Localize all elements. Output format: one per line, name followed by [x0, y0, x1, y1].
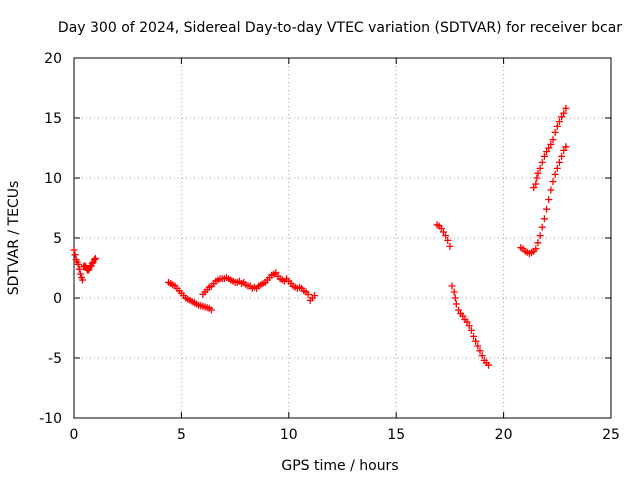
data-point	[560, 109, 568, 117]
data-point	[81, 262, 89, 270]
data-point	[450, 288, 458, 296]
data-point	[543, 205, 551, 213]
data-point	[71, 251, 79, 259]
data-point	[555, 118, 563, 126]
data-points	[70, 104, 570, 369]
data-point	[304, 290, 312, 298]
y-axis-label: SDTVAR / TECUs	[6, 181, 22, 296]
y-tick-label: 15	[44, 111, 62, 127]
data-point	[532, 180, 540, 188]
plot-frame	[73, 57, 612, 419]
data-point	[442, 232, 450, 240]
data-point	[553, 164, 561, 172]
data-point	[558, 113, 566, 121]
data-point	[560, 146, 568, 154]
data-point	[452, 300, 460, 308]
data-point	[533, 174, 541, 182]
data-point	[448, 282, 456, 290]
data-point	[444, 236, 452, 244]
data-point	[88, 259, 96, 267]
grid-lines	[74, 58, 611, 418]
data-point	[467, 326, 475, 334]
data-point	[439, 228, 447, 236]
data-point	[562, 143, 570, 151]
x-tick-label: 10	[280, 427, 298, 443]
data-point	[530, 184, 538, 192]
x-tick-label: 20	[495, 427, 513, 443]
data-point	[476, 347, 484, 355]
x-tick-label: 25	[602, 427, 620, 443]
data-point	[84, 266, 92, 274]
y-tick-label: -10	[39, 411, 62, 427]
data-point	[540, 152, 548, 160]
data-point	[454, 306, 462, 314]
data-point	[536, 232, 544, 240]
data-point	[558, 152, 566, 160]
data-point	[459, 312, 467, 320]
x-tick-label: 0	[70, 427, 79, 443]
data-point	[465, 322, 473, 330]
data-point	[451, 294, 459, 302]
data-point	[437, 224, 445, 232]
data-point	[540, 215, 548, 223]
data-point	[207, 306, 215, 314]
data-point	[553, 122, 561, 130]
data-point	[478, 352, 486, 360]
data-point	[562, 104, 570, 112]
chart-title: Day 300 of 2024, Sidereal Day-to-day VTE…	[58, 20, 622, 36]
data-point	[549, 178, 557, 186]
data-point	[463, 318, 471, 326]
data-point	[545, 144, 553, 152]
data-point	[549, 136, 557, 144]
data-point	[538, 158, 546, 166]
x-axis-label: GPS time / hours	[281, 458, 398, 474]
data-point	[545, 196, 553, 204]
data-point	[474, 342, 482, 350]
data-point	[75, 265, 83, 273]
data-point	[543, 148, 551, 156]
y-tick-label: 10	[44, 171, 62, 187]
data-point	[485, 361, 493, 369]
data-point	[76, 270, 84, 278]
x-tick-label: 5	[177, 427, 186, 443]
data-point	[532, 245, 540, 253]
y-tick-label: 5	[53, 231, 62, 247]
data-point	[311, 292, 319, 300]
y-tick-labels: -10 -5 0 5 10 15 20	[39, 51, 62, 427]
data-point	[79, 276, 87, 284]
data-point	[74, 260, 82, 268]
data-point	[536, 164, 544, 172]
data-point	[446, 242, 454, 250]
y-tick-label: -5	[48, 351, 62, 367]
data-point	[551, 170, 559, 178]
data-point	[272, 269, 280, 277]
data-point	[70, 246, 78, 254]
y-tick-label: 0	[53, 291, 62, 307]
data-point	[90, 256, 98, 264]
data-point	[555, 158, 563, 166]
data-point	[534, 169, 542, 177]
x-tick-label: 15	[387, 427, 405, 443]
data-point	[538, 223, 546, 231]
data-point	[534, 239, 542, 247]
data-point	[547, 186, 555, 194]
data-point	[472, 337, 480, 345]
data-point	[551, 128, 559, 136]
data-point	[547, 140, 555, 148]
x-tick-labels: 0 5 10 15 20 25	[70, 427, 620, 443]
data-point	[470, 332, 478, 340]
data-point	[86, 263, 94, 271]
y-tick-label: 20	[44, 51, 62, 67]
data-point	[91, 254, 99, 262]
